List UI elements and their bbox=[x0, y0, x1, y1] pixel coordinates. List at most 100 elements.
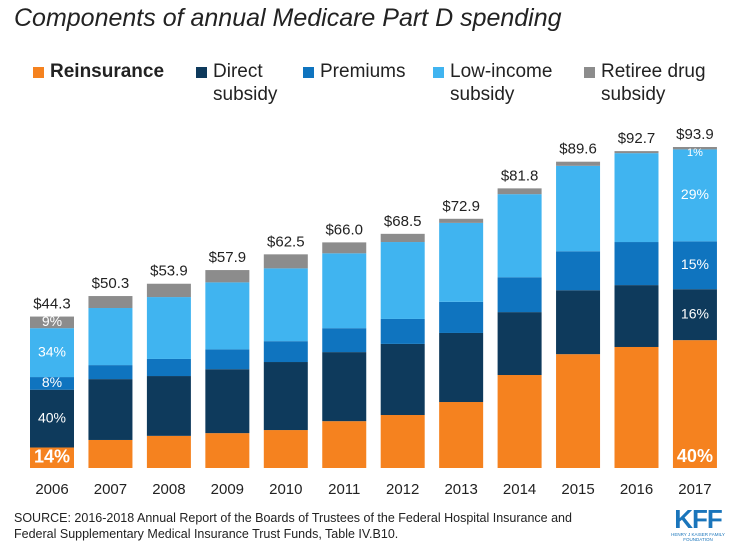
legend-label: Premiums bbox=[320, 61, 406, 82]
legend-label: Retiree drug subsidy bbox=[601, 61, 706, 105]
logo: KFF HENRY J KAISER FAMILY FOUNDATION bbox=[668, 506, 728, 542]
bar-segment bbox=[263, 254, 308, 269]
total-label: $57.9 bbox=[209, 249, 247, 266]
total-label: $53.9 bbox=[150, 263, 188, 280]
total-label: $89.6 bbox=[559, 141, 597, 158]
legend-label: Reinsurance bbox=[50, 61, 165, 82]
total-label: $72.9 bbox=[442, 198, 480, 215]
bar-segment bbox=[497, 312, 542, 376]
total-label: $81.8 bbox=[501, 167, 539, 184]
bar-segment bbox=[556, 354, 601, 468]
bar-segment bbox=[322, 328, 367, 353]
bar-segment bbox=[322, 242, 367, 254]
bar-segment bbox=[30, 377, 74, 390]
bar-segment bbox=[263, 268, 308, 342]
bar-segment bbox=[672, 149, 717, 242]
bar-segment bbox=[88, 379, 133, 440]
bar-segment bbox=[146, 297, 191, 359]
legend-swatch bbox=[584, 67, 595, 78]
logo-mark: KFF bbox=[674, 504, 723, 534]
bar-segment bbox=[614, 151, 659, 154]
bar-segment bbox=[146, 435, 191, 468]
bar-segment bbox=[380, 415, 425, 468]
legend-item: Reinsurance bbox=[33, 60, 190, 83]
legend-item: Premiums bbox=[303, 60, 435, 83]
x-tick-label: 2006 bbox=[35, 481, 68, 498]
bar-segment bbox=[380, 343, 425, 416]
total-label: $68.5 bbox=[384, 213, 422, 230]
bar-segment bbox=[205, 369, 250, 434]
share-label: 14% bbox=[34, 446, 70, 466]
legend-label: Direct subsidy bbox=[213, 61, 278, 105]
share-label: 29% bbox=[681, 186, 709, 202]
legend-item: Direct subsidy bbox=[196, 60, 308, 106]
bar-segment bbox=[614, 346, 659, 468]
bar-segment bbox=[497, 194, 542, 278]
bar-segment bbox=[497, 375, 542, 468]
bar-segment bbox=[146, 283, 191, 298]
share-label: 40% bbox=[38, 409, 66, 425]
share-label: 8% bbox=[42, 374, 62, 390]
legend-item: Low-income subsidy bbox=[433, 60, 580, 106]
bar-segment bbox=[205, 270, 250, 283]
share-label: 1% bbox=[687, 147, 703, 159]
bar-segment bbox=[497, 277, 542, 313]
bar-segment bbox=[672, 147, 717, 150]
x-tick-label: 2011 bbox=[328, 481, 360, 498]
x-tick-label: 2008 bbox=[152, 481, 185, 498]
x-tick-label: 2016 bbox=[620, 481, 653, 498]
share-label: 15% bbox=[681, 256, 709, 272]
bar-segment bbox=[30, 389, 74, 448]
bar-segment bbox=[556, 161, 601, 166]
x-tick-label: 2009 bbox=[211, 481, 244, 498]
share-label: 16% bbox=[681, 305, 709, 321]
bar-segment bbox=[380, 233, 425, 243]
x-tick-label: 2012 bbox=[386, 481, 419, 498]
bar-segment bbox=[672, 241, 717, 290]
bar-segment bbox=[439, 301, 484, 333]
bar-segment bbox=[439, 402, 484, 468]
legend-swatch bbox=[433, 67, 444, 78]
total-label: $66.0 bbox=[325, 221, 363, 238]
total-label: $93.9 bbox=[676, 126, 714, 143]
bar-segment bbox=[497, 188, 542, 195]
bar-segment bbox=[556, 251, 601, 291]
bar-segment bbox=[439, 332, 484, 403]
bar-segment bbox=[439, 222, 484, 302]
bar-segment bbox=[30, 447, 74, 468]
source-note: SOURCE: 2016-2018 Annual Report of the B… bbox=[14, 511, 572, 541]
share-label: 34% bbox=[38, 343, 66, 359]
bar-segment bbox=[614, 242, 659, 286]
bar-segment bbox=[30, 316, 74, 329]
logo-org: HENRY J KAISER FAMILY FOUNDATION bbox=[671, 532, 725, 542]
bar-segment bbox=[614, 285, 659, 347]
bar-segment bbox=[672, 289, 717, 341]
bar-segment bbox=[88, 308, 133, 366]
bar-segment bbox=[88, 439, 133, 468]
total-label: $50.3 bbox=[92, 275, 130, 292]
chart-title: Components of annual Medicare Part D spe… bbox=[14, 4, 562, 32]
legend-swatch bbox=[33, 67, 44, 78]
bar-segment bbox=[205, 282, 250, 350]
bar-segment bbox=[205, 349, 250, 370]
legend-item: Retiree drug subsidy bbox=[584, 60, 731, 106]
legend: Reinsurance Direct subsidy Premiums Low-inc… bbox=[0, 60, 735, 120]
bar-segment bbox=[146, 358, 191, 377]
x-tick-label: 2014 bbox=[503, 481, 536, 498]
legend-label: Low-income subsidy bbox=[450, 61, 553, 105]
x-tick-label: 2015 bbox=[561, 481, 594, 498]
total-label: $44.3 bbox=[33, 296, 71, 313]
bar-segment bbox=[322, 421, 367, 468]
bar-segment bbox=[263, 341, 308, 363]
bar-segment bbox=[205, 433, 250, 468]
bar-segment bbox=[263, 362, 308, 431]
total-label: $62.5 bbox=[267, 233, 305, 250]
bar-segment bbox=[322, 253, 367, 329]
x-tick-label: 2013 bbox=[444, 481, 477, 498]
total-label: $92.7 bbox=[618, 130, 656, 147]
bar-segment bbox=[380, 318, 425, 344]
bar-segment bbox=[556, 165, 601, 252]
legend-swatch bbox=[303, 67, 314, 78]
bar-segment bbox=[380, 242, 425, 319]
